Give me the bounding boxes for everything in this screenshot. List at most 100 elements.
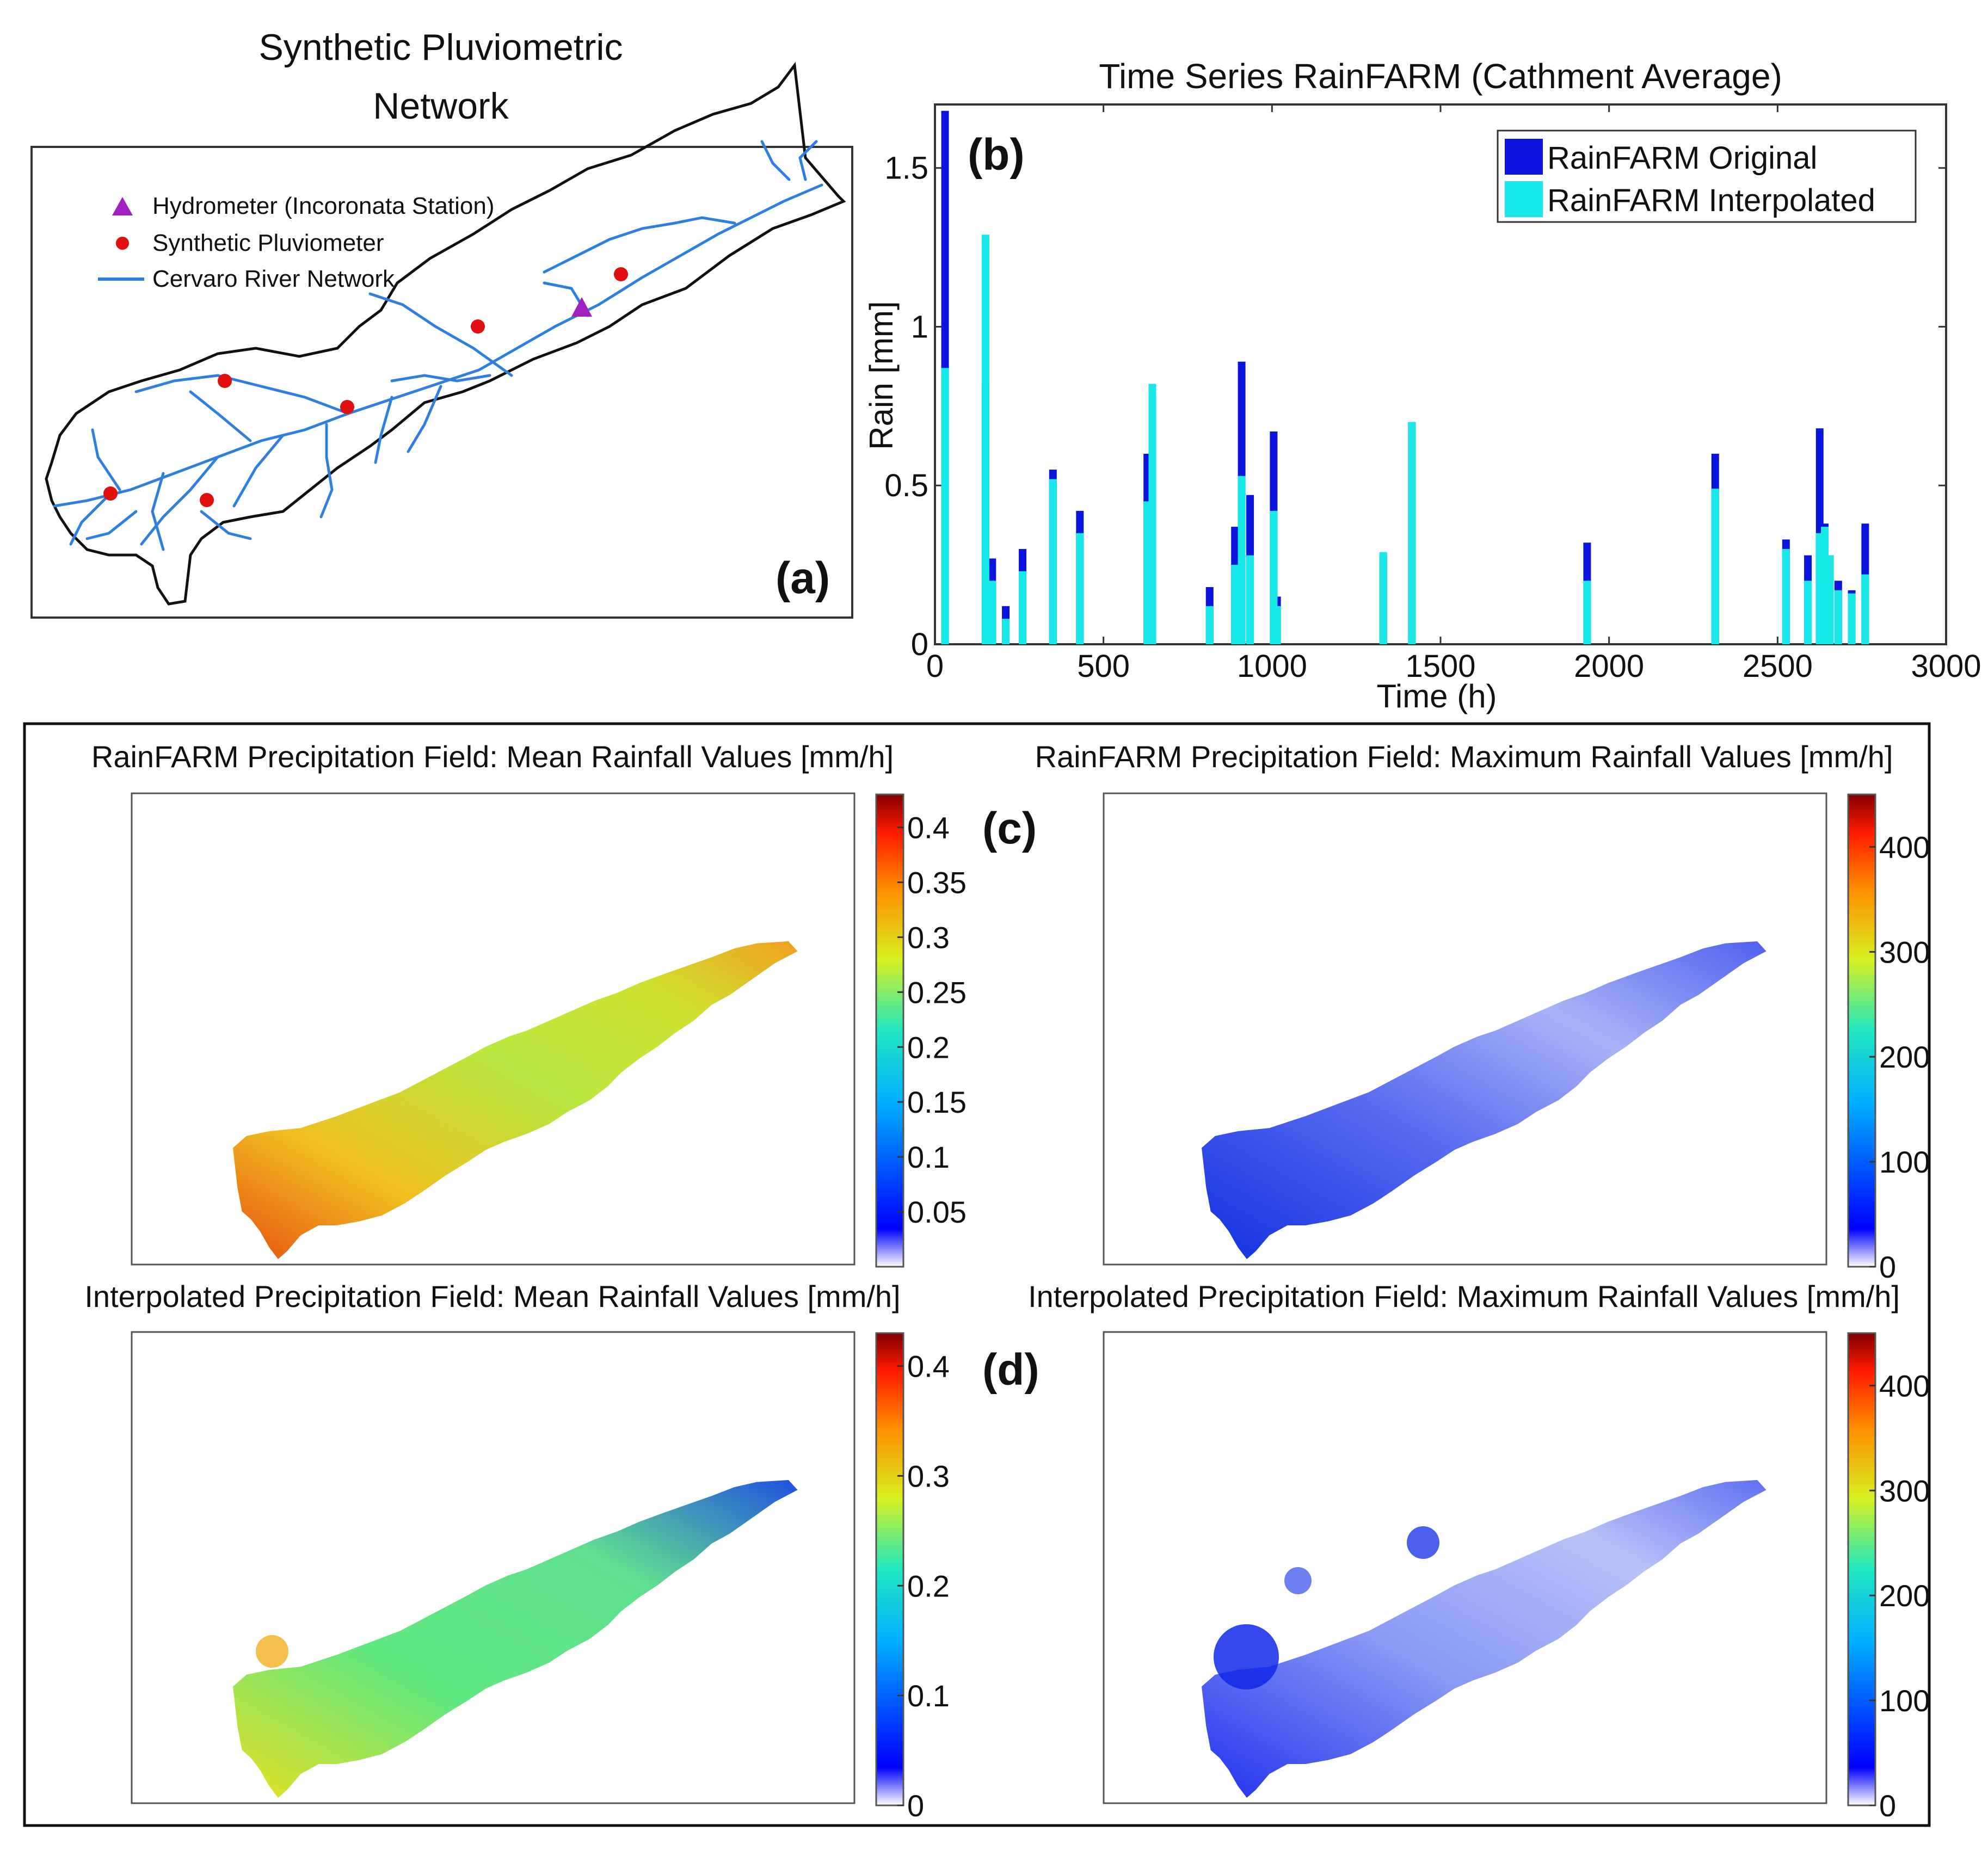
colorbar-tick-label: 0 [1879, 1789, 1896, 1823]
colorbar-tick-label: 0.3 [907, 1459, 950, 1493]
pluviometer-marker [218, 374, 232, 388]
colorbar-ticks: 400 300 200 100 0 [1869, 830, 1930, 1284]
colorbar-tick-label: 0.4 [907, 811, 950, 845]
map-c-max: RainFARM Precipitation Field: Maximum Ra… [1035, 739, 1930, 1284]
legend-label-interpolated: RainFARM Interpolated [1547, 183, 1875, 218]
panel-a-title-line1: Synthetic Pluviometric [259, 27, 623, 68]
panel-a-legend: Hydrometer (Incoronata Station) Syntheti… [98, 193, 495, 292]
bar-interpolated [1246, 555, 1254, 644]
bar-interpolated [1049, 479, 1057, 644]
map-d-max: Interpolated Precipitation Field: Maximu… [1028, 1279, 1930, 1823]
map-d-max-colorbar [1847, 1332, 1876, 1806]
pluviometer-marker [614, 267, 628, 281]
legend-swatch-original [1505, 139, 1543, 175]
legend-box [1497, 130, 1917, 223]
colorbar-tick-label: 0.05 [907, 1195, 967, 1229]
bar-interpolated [1848, 593, 1856, 644]
hotspot [1407, 1526, 1439, 1559]
bar-interpolated [1711, 489, 1719, 644]
colorbar-tick-label: 300 [1879, 935, 1930, 969]
pluviometer-marker [471, 319, 485, 334]
colorbar-tick-label: 0.1 [907, 1679, 950, 1713]
bar-interpolated [981, 235, 989, 644]
bar-interpolated [1834, 590, 1842, 644]
legend-label-original: RainFARM Original [1547, 140, 1817, 176]
map-d-max-title: Interpolated Precipitation Field: Maximu… [1028, 1279, 1900, 1314]
colorbar-tick-label: 200 [1879, 1578, 1930, 1613]
chart-legend: RainFARM Original RainFARM Interpolated [1497, 130, 1917, 223]
colorbar-tick-label: 400 [1879, 1368, 1930, 1403]
bar-interpolated [1231, 565, 1239, 644]
hydrometer-marker [571, 297, 592, 317]
colorbar-tick-label: 0.15 [907, 1085, 967, 1119]
panel-a-label: (a) [775, 553, 830, 603]
legend-pluviometer-icon [116, 237, 129, 250]
colorbar-ticks: 400 300 200 100 0 [1869, 1368, 1930, 1823]
legend-river-label: Cervaro River Network [152, 266, 395, 292]
fields-frame [23, 722, 1931, 1827]
x-tick-label: 3000 [1911, 649, 1981, 684]
x-tick-label: 0 [926, 649, 944, 684]
bar-interpolated [1148, 384, 1156, 644]
x-ticks: 0 500 1000 1500 2000 2500 3000 [926, 104, 1981, 684]
hotspot [256, 1635, 288, 1668]
y-tick-label: 1.5 [884, 151, 928, 186]
y-tick-label: 0 [911, 627, 928, 662]
colorbar-tick-label: 0.1 [907, 1140, 950, 1174]
colorbar-tick-label: 300 [1879, 1473, 1930, 1508]
legend-pluviometer-label: Synthetic Pluviometer [152, 230, 384, 256]
pluviometers [103, 267, 628, 507]
colorbar-ticks: 0.4 0.35 0.3 0.25 0.2 0.15 0.1 0.05 [897, 811, 967, 1229]
bar-interpolated [941, 368, 949, 644]
colorbar-tick-label: 0.4 [907, 1349, 950, 1384]
panel-a-frame [30, 146, 853, 619]
bar-interpolated [1205, 606, 1214, 644]
map-c-mean-title: RainFARM Precipitation Field: Mean Rainf… [91, 739, 894, 774]
bar-interpolated [1583, 581, 1591, 644]
bar-interpolated [1002, 619, 1010, 644]
bar-interpolated [1408, 422, 1416, 644]
y-tick-label: 1 [911, 309, 928, 344]
bar-interpolated [1782, 548, 1790, 644]
panel-b-chart: Time Series RainFARM (Cathment Average) … [863, 57, 1981, 714]
colorbar-tick-label: 200 [1879, 1040, 1930, 1074]
colorbar-tick-label: 0.35 [907, 865, 967, 899]
river-network [53, 140, 823, 551]
bar-interpolated [1379, 552, 1387, 644]
map-d-mean: Interpolated Precipitation Field: Mean R… [84, 1279, 949, 1823]
panel-d-label: (d) [982, 1345, 1039, 1395]
colorbar-tick-label: 100 [1879, 1145, 1930, 1179]
bar-interpolated [1826, 555, 1834, 644]
x-tick-label: 1000 [1237, 649, 1307, 684]
colorbar-tick-label: 0.2 [907, 1030, 950, 1064]
map-d-mean-colorbar [875, 1332, 904, 1806]
panel-a: Synthetic Pluviometric Network [30, 27, 853, 619]
legend-hydrometer-icon [112, 197, 133, 215]
bar-interpolated [1273, 606, 1281, 644]
bar-interpolated [1238, 476, 1246, 644]
y-ticks: 0 0.5 1 1.5 [884, 151, 1946, 662]
map-c-mean: RainFARM Precipitation Field: Mean Rainf… [91, 739, 967, 1268]
legend-swatch-interpolated [1505, 181, 1543, 217]
map-d-mean-title: Interpolated Precipitation Field: Mean R… [84, 1279, 900, 1314]
y-axis-label: Rain [mm] [863, 301, 900, 449]
map-c-max-title: RainFARM Precipitation Field: Maximum Ra… [1035, 739, 1893, 774]
pluviometer-marker [200, 493, 214, 507]
chart-title: Time Series RainFARM (Cathment Average) [1099, 57, 1782, 96]
pluviometer-marker [340, 400, 354, 414]
x-tick-label: 1500 [1405, 649, 1475, 684]
colorbar-tick-label: 0.2 [907, 1569, 950, 1603]
colorbar-tick-label: 0.25 [907, 975, 967, 1009]
x-tick-label: 500 [1077, 649, 1130, 684]
colorbar-tick-label: 400 [1879, 830, 1930, 864]
colorbar-tick-label: 0.3 [907, 920, 950, 954]
x-tick-label: 2000 [1574, 649, 1644, 684]
bar-interpolated [1804, 581, 1812, 644]
hotspot [1284, 1567, 1312, 1594]
bar-interpolated [1019, 571, 1027, 644]
basin-outline [45, 61, 846, 606]
hotspot [1214, 1624, 1279, 1689]
panel-b-label: (b) [968, 130, 1025, 180]
x-axis-label: Time (h) [1376, 678, 1497, 714]
panel-a-title-line2: Network [373, 85, 509, 127]
